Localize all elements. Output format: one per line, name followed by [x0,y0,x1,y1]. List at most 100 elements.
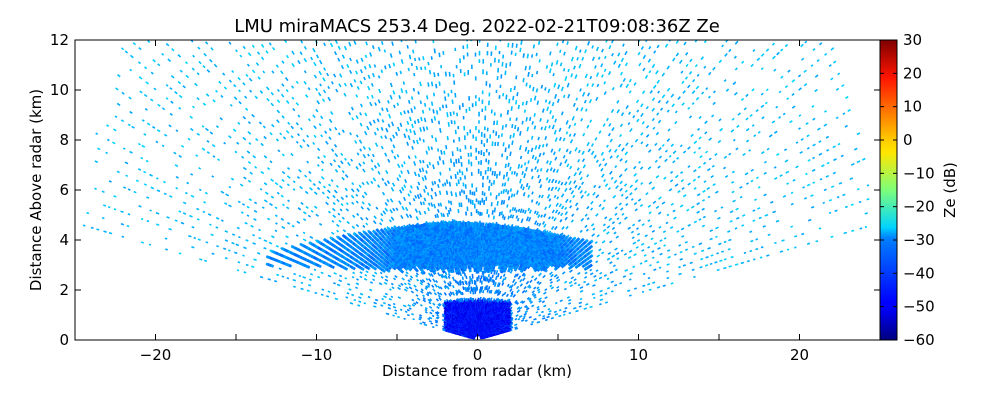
echo-gate [511,123,514,129]
echo-gate [657,165,661,169]
echo-gate [564,76,568,81]
echo-gate [586,205,590,210]
echo-gate [512,132,515,138]
echo-gate [627,226,631,230]
echo-gate [644,259,648,263]
echo-gate [562,68,566,72]
echo-gate [605,40,608,43]
plot-area [82,36,870,340]
echo-gate [502,200,506,205]
echo-gate [603,81,607,85]
echo-gate [512,278,516,284]
echo-gate [513,281,518,286]
echo-gate [837,142,841,146]
echo-gate [618,173,623,178]
echo-gate [530,135,534,140]
echo-gate [502,174,506,180]
echo-gate [522,53,525,58]
echo-gate [760,151,765,155]
echo-gate [495,194,498,200]
echo-gate [687,223,691,227]
echo-gate [590,254,594,258]
echo-gate [562,137,566,142]
echo-gate [565,225,569,230]
echo-gate [774,241,777,245]
echo-gate [823,123,828,127]
echo-gate [551,209,555,214]
echo-gate [735,216,740,220]
echo-gate [653,268,657,272]
echo-gate [573,236,577,240]
echo-gate [789,120,793,124]
echo-gate [584,49,587,54]
echo-gate [531,292,535,296]
echo-gate [760,53,765,57]
echo-gate [500,299,504,303]
echo-gate [737,112,742,116]
echo-gate [507,177,510,182]
echo-gate [691,102,695,106]
echo-gate [700,56,705,61]
echo-gate [676,230,680,233]
echo-gate [645,124,650,129]
echo-gate [531,228,536,234]
echo-gate [667,128,671,132]
echo-gate [666,270,669,273]
echo-gate [593,154,597,159]
echo-gate [509,87,512,93]
echo-gate [678,59,683,64]
echo-gate [509,303,513,307]
echo-gate [850,162,855,166]
echo-gate [751,88,755,92]
echo-gate [509,288,513,292]
echo-gate [509,302,512,306]
echo-gate [595,194,600,199]
echo-gate [697,127,701,131]
echo-gate [736,124,740,129]
echo-gate [540,126,543,131]
echo-gate [798,114,802,117]
echo-gate [850,203,854,207]
echo-gate [609,240,613,244]
echo-gate [668,40,672,42]
echo-gate [586,124,590,129]
echo-gate [731,117,735,121]
echo-gate [729,210,734,214]
echo-gate [666,109,670,113]
echo-gate [531,154,535,160]
echo-gate [656,286,661,289]
echo-gate [508,98,511,104]
echo-gate [830,47,835,51]
echo-gate [491,210,494,215]
echo-gate [573,180,577,184]
echo-gate [659,239,663,242]
echo-gate [741,224,745,227]
echo-gate [523,285,527,290]
echo-gate [706,186,711,191]
echo-gate [537,214,541,219]
echo-gate [805,122,809,125]
echo-gate [548,125,551,129]
echo-gate [589,305,593,309]
echo-gate [687,84,691,89]
echo-gate [516,127,520,132]
echo-gate [548,216,551,220]
echo-gate [784,43,789,48]
echo-gate [695,85,700,90]
echo-gate [515,225,519,231]
echo-gate [665,221,669,225]
echo-gate [779,250,784,253]
echo-gate [628,78,632,83]
echo-gate [765,36,767,38]
echo-gate [547,178,551,184]
echo-gate [564,159,568,164]
echo-gate [598,248,602,252]
echo-gate [608,148,612,153]
echo-gate [828,198,832,202]
echo-gate [604,301,609,304]
echo-gate [714,261,718,264]
echo-gate [503,299,507,303]
echo-gate [598,276,603,280]
echo-gate [672,160,676,164]
echo-gate [565,131,569,135]
